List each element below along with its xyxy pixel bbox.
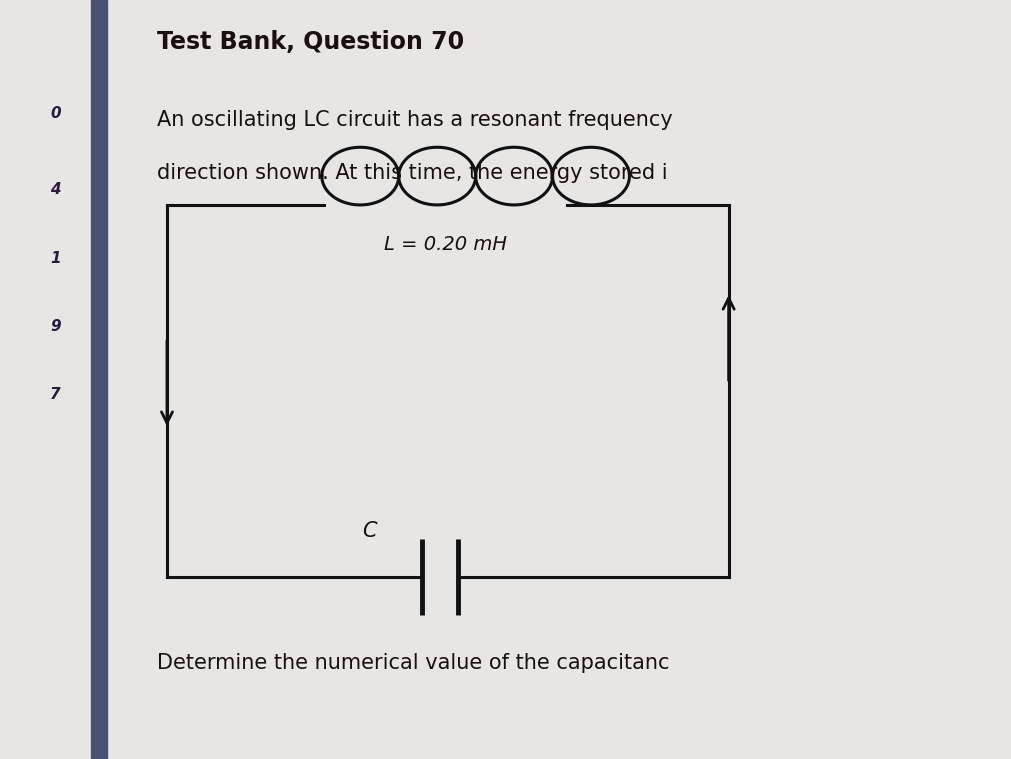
Text: 7: 7 — [51, 387, 61, 402]
Text: C: C — [362, 521, 376, 541]
Text: direction shown. At this time, the energy stored i: direction shown. At this time, the energ… — [157, 163, 667, 183]
Text: Test Bank, Question 70: Test Bank, Question 70 — [157, 30, 463, 55]
Bar — [91, 0, 107, 759]
Text: 0: 0 — [51, 106, 61, 121]
Text: 4: 4 — [51, 182, 61, 197]
Text: 9: 9 — [51, 319, 61, 334]
Text: Determine the numerical value of the capacitanc: Determine the numerical value of the cap… — [157, 653, 668, 672]
Text: 1: 1 — [51, 250, 61, 266]
Text: L = 0.20 mH: L = 0.20 mH — [383, 235, 507, 254]
Text: An oscillating LC circuit has a resonant frequency: An oscillating LC circuit has a resonant… — [157, 110, 672, 130]
